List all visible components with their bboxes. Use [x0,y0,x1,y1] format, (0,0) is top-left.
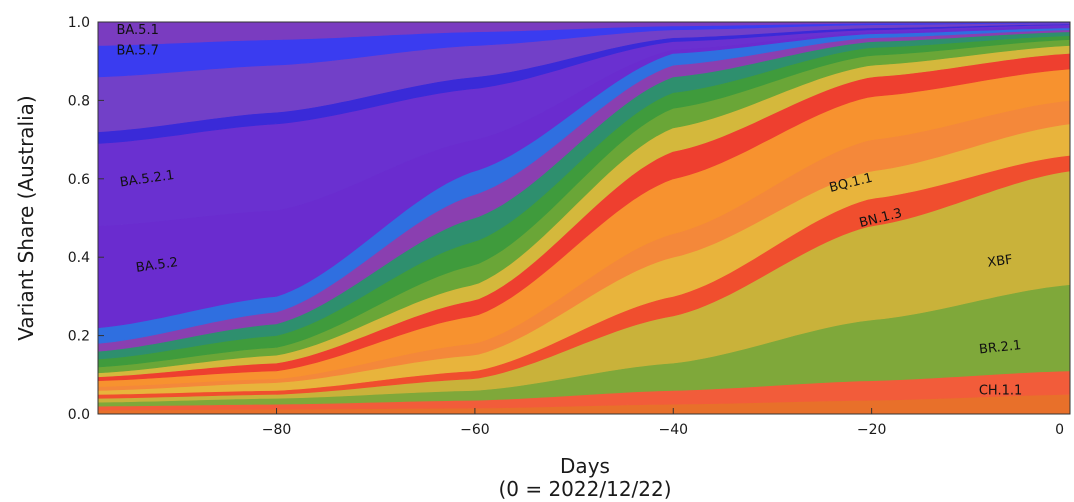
label-ch-1-1: CH.1.1 [979,383,1022,398]
label-ba-5-2: BA.5.2 [135,255,179,276]
label-ba-5-1: BA.5.1 [116,23,158,38]
label-ba-5-7: BA.5.7 [116,44,158,59]
y-tick-label: 0.6 [68,172,90,188]
x-tick-label: 0 [1055,422,1064,438]
y-axis-title: Variant Share (Australia) [14,95,38,340]
label-br-2-1: BR.2.1 [978,338,1022,357]
y-tick-label: 0.4 [68,250,90,266]
plot-frame [97,21,1071,415]
x-tick-label: −60 [460,422,490,438]
plot-area: BA.5.1BA.5.7BA.5.2.1BA.5.2BQ.1.1BN.1.3XB… [97,21,1071,415]
label-xbf: XBF [987,252,1014,270]
y-tick-label: 1.0 [68,15,90,31]
x-axis-ticks: −80 −60 −40 −20 0 [262,408,1071,438]
y-tick-label: 0.8 [68,93,90,109]
x-axis-subtitle: (0 = 2022/12/22) [498,477,671,501]
x-tick-label: −20 [857,422,887,438]
x-tick-label: −80 [262,422,292,438]
x-axis-title: Days [560,454,610,478]
y-axis-ticks: 0.0 0.2 0.4 0.6 0.8 1.0 [68,15,104,423]
y-tick-label: 0.2 [68,329,90,345]
x-tick-label: −40 [658,422,688,438]
stacked-bands [97,21,1071,415]
y-tick-label: 0.0 [68,407,90,423]
